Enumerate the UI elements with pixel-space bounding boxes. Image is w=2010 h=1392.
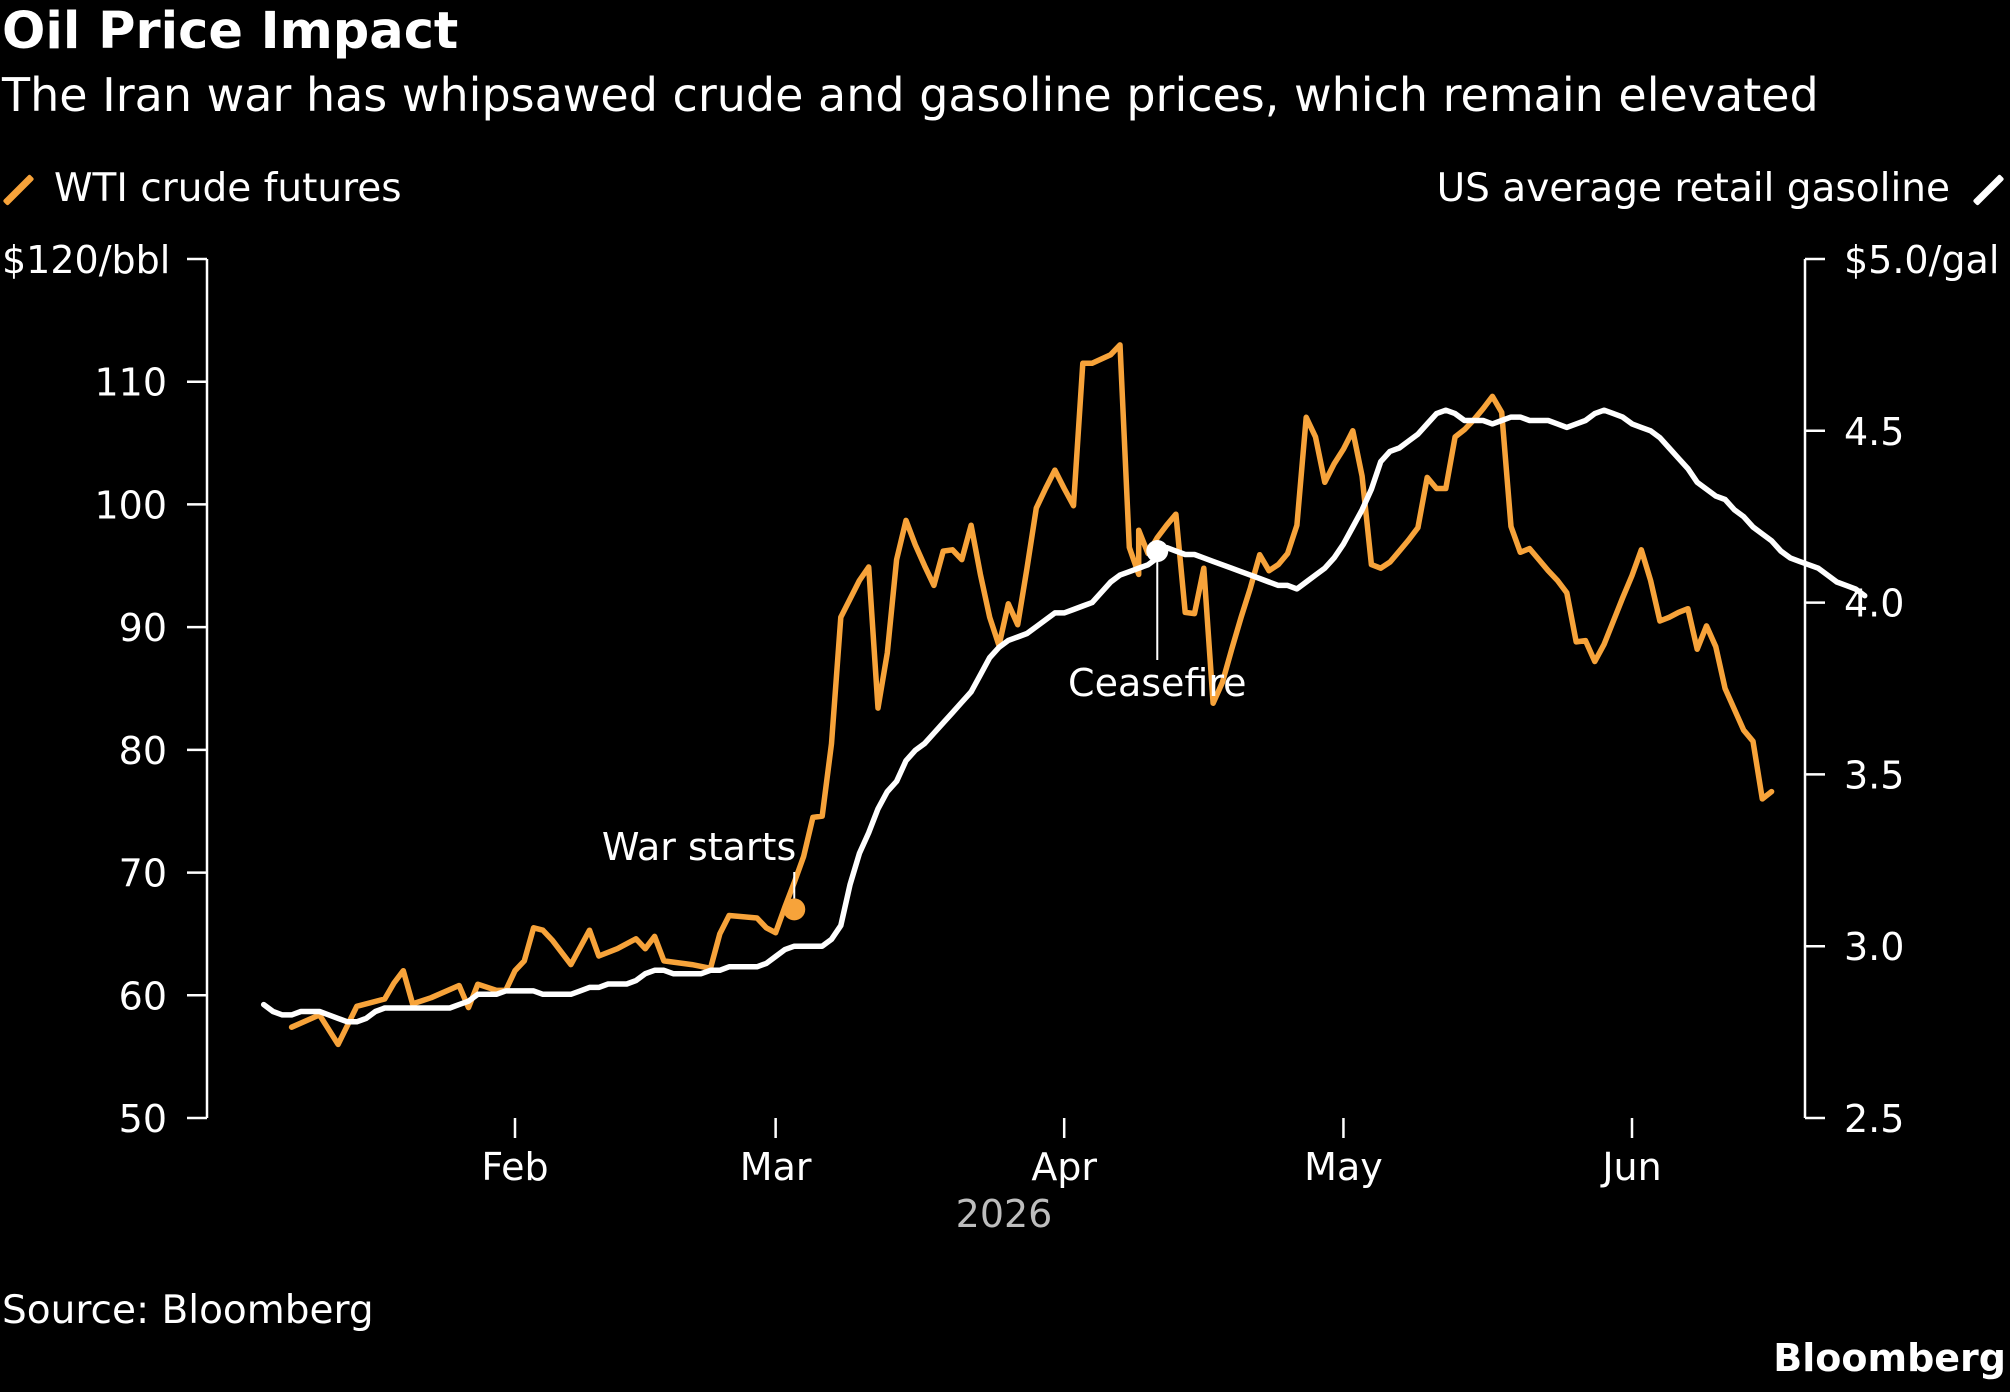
right-axis-tick-label: 3.5	[1844, 753, 1904, 797]
legend-gasoline-label: US average retail gasoline	[1436, 166, 1950, 211]
chart-series	[260, 342, 1868, 1048]
right-axis-tick-label: $5.0/gal	[1844, 238, 1999, 282]
chart-subtitle: The Iran war has whipsawed crude and gas…	[2, 68, 1819, 122]
left-axis-tick-label: 80	[119, 729, 167, 773]
war-starts-label: War starts	[602, 825, 796, 869]
legend-gasoline: US average retail gasoline	[1437, 166, 2002, 211]
right-axis-tick-label: 2.5	[1844, 1097, 1904, 1141]
war-starts-marker	[783, 898, 806, 921]
legend-crude: WTI crude futures	[2, 166, 402, 211]
left-axis-tick-label: 50	[119, 1097, 167, 1141]
left-axis-tick-label: 100	[94, 483, 167, 527]
chart-annotations: War starts Ceasefire	[602, 540, 1247, 921]
x-axis-tick-label: Mar	[740, 1145, 812, 1189]
left-axis-tick-label: 70	[119, 852, 167, 896]
source-note: Source: Bloomberg	[2, 1288, 374, 1333]
wti-crude-line	[288, 342, 1775, 1048]
x-axis-year-label: 2026	[956, 1192, 1053, 1236]
left-axis-tick-label: 90	[119, 606, 167, 650]
ceasefire-label: Ceasefire	[1068, 661, 1246, 705]
x-axis-tick-label: Jun	[1600, 1145, 1661, 1189]
x-axis-tick-label: Apr	[1031, 1145, 1097, 1189]
x-axis-tick-label: Feb	[481, 1145, 548, 1189]
gasoline-line	[260, 407, 1868, 1025]
legend-crude-label: WTI crude futures	[54, 166, 402, 211]
left-axis-tick-label: $120/bbl	[2, 238, 170, 282]
x-axis-tick-label: May	[1304, 1145, 1383, 1189]
right-axis-tick-label: 3.0	[1844, 925, 1904, 969]
left-axis-tick-label: 60	[119, 974, 167, 1018]
bloomberg-logo: Bloomberg	[1773, 1336, 2006, 1380]
right-axis-tick-label: 4.5	[1844, 410, 1904, 454]
left-axis-tick-label: 110	[94, 361, 167, 405]
chart-axes: 5060708090100110$120/bbl2.53.03.54.04.5$…	[2, 238, 1999, 1236]
chart-title: Oil Price Impact	[2, 2, 459, 61]
ceasefire-marker	[1146, 540, 1169, 563]
